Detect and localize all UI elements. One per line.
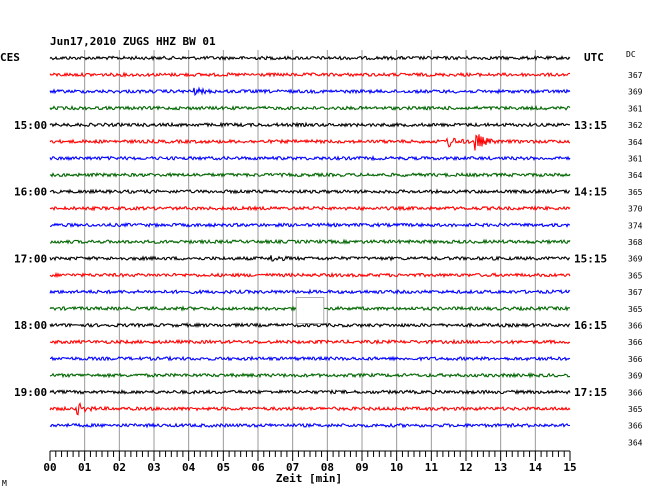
x-tick-label: 11 [425,461,439,474]
dc-value: 361 [628,104,643,113]
x-tick-label: 15 [563,461,576,474]
left-axis-title: CES [0,51,20,64]
x-tick-label: 01 [78,461,92,474]
utc-time-label: 15:15 [574,252,607,265]
cet-hour-label: 15:00 [14,119,47,132]
data-gap [295,297,325,324]
x-tick-label: 09 [355,461,368,474]
seismic-trace [49,322,571,329]
x-tick-label: 13 [494,461,507,474]
dc-value: 369 [628,255,643,264]
x-tick-label: 05 [217,461,230,474]
cet-hour-label: 18:00 [14,319,47,332]
x-tick-label: 06 [251,461,265,474]
seismic-trace [49,305,571,312]
x-tick-label: 02 [113,461,126,474]
seismic-trace [49,71,570,78]
seismic-trace [49,255,570,262]
seismic-trace [49,121,571,129]
seismic-trace [49,238,571,245]
x-tick-label: 08 [321,461,334,474]
seismic-trace [49,388,571,395]
dc-value: 367 [628,288,643,297]
dc-value: 369 [628,372,643,381]
x-tick-label: 12 [459,461,472,474]
seismic-trace [50,222,571,229]
dc-value: 366 [628,388,643,397]
minute-grid [84,50,536,451]
utc-time-label: 16:15 [574,319,607,332]
seismic-trace [49,288,571,295]
utc-time-label: 14:15 [574,186,607,199]
cet-hour-label: 19:00 [14,386,47,399]
seismic-trace [49,355,571,362]
x-tick-label: 07 [286,461,299,474]
seismic-trace [50,338,571,345]
x-tick-label: 14 [529,461,543,474]
dc-value: 369 [628,88,643,97]
dc-value: 365 [628,405,643,414]
footnote-mark: M [2,479,7,488]
time-labels: 15:00 16:00 17:00 18:00 19:00 13:15 14:15 15:15… [14,119,607,399]
cet-hour-label: 16:00 [14,186,47,199]
dc-column-title: DC [626,50,636,59]
dc-value: 367 [628,71,643,80]
seismic-trace [49,372,571,379]
dc-value: 366 [628,355,643,364]
dc-value: 366 [628,322,643,331]
x-tick-label: 03 [147,461,160,474]
seismic-trace [49,401,571,416]
seismic-traces: 367 369 361 362 364 361 364 365 370 374 368 369 365 3… [49,55,643,447]
dc-value: 366 [628,422,643,431]
dc-value: 374 [628,221,643,230]
seismic-trace [49,171,571,179]
right-axis-title: UTC [584,51,604,64]
dc-value: 364 [628,438,643,447]
utc-time-label: 13:15 [574,119,607,132]
dc-value: 362 [628,121,643,130]
seismic-trace [49,104,571,112]
dc-value: 366 [628,338,643,347]
utc-time-label: 17:15 [574,386,607,399]
x-tick-label: 00 [43,461,56,474]
dc-value: 364 [628,138,643,147]
seismic-trace [49,134,571,151]
seismic-trace [49,55,571,61]
dc-value: 364 [628,171,643,180]
x-tick-label: 04 [182,461,196,474]
chart-title: Jun17,2010 ZUGS HHZ BW 01 [50,35,216,48]
cet-hour-label: 17:00 [14,252,47,265]
seismic-trace [49,155,571,162]
seismic-trace [49,271,571,279]
dc-value: 365 [628,188,643,197]
x-tick-label: 10 [390,461,403,474]
x-axis-title: Zeit [min] [276,472,342,485]
dc-value: 368 [628,238,643,247]
x-axis: 00 01 02 03 04 05 06 07 08 09 10 11 12 13 14 15 [43,450,577,474]
dc-value: 361 [628,155,643,164]
dc-value: 365 [628,305,643,314]
seismic-trace [49,422,571,429]
dc-value: 370 [628,205,643,214]
seismic-trace [49,205,571,212]
seismic-trace [49,86,571,96]
seismic-trace [49,188,571,195]
dc-value: 365 [628,271,643,280]
